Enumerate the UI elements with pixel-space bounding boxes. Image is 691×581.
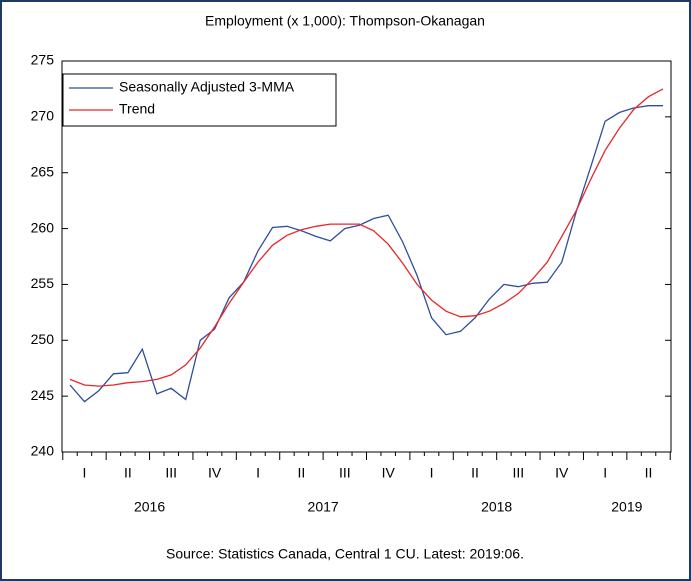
x-quarter-label: IV — [555, 465, 569, 481]
legend-box — [62, 73, 337, 127]
x-quarter-label: I — [603, 465, 607, 481]
y-tick-label: 260 — [31, 219, 55, 235]
x-quarter-label: III — [165, 465, 177, 481]
y-tick-label: 250 — [31, 331, 55, 347]
y-tick-label: 255 — [31, 275, 55, 291]
x-quarter-label: IV — [382, 465, 396, 481]
x-quarter-label: II — [471, 465, 479, 481]
x-quarter-label: II — [645, 465, 653, 481]
x-year-label: 2017 — [308, 499, 339, 515]
x-quarter-label: II — [124, 465, 132, 481]
x-quarter-label: I — [83, 465, 87, 481]
y-tick-label: 245 — [31, 387, 55, 403]
x-quarter-label: IV — [208, 465, 222, 481]
y-tick-label: 275 — [31, 52, 55, 68]
source-note: Source: Statistics Canada, Central 1 CU.… — [166, 546, 524, 562]
series-line — [69, 105, 663, 403]
y-tick-label: 270 — [31, 108, 55, 124]
legend-label: Trend — [119, 101, 155, 117]
x-year-label: 2016 — [134, 499, 165, 515]
x-year-label: 2019 — [611, 499, 642, 515]
x-year-label: 2018 — [481, 499, 512, 515]
legend-label: Seasonally Adjusted 3-MMA — [119, 79, 295, 95]
x-quarter-label: III — [339, 465, 351, 481]
x-quarter-label: III — [513, 465, 525, 481]
x-quarter-label: I — [430, 465, 434, 481]
chart-title: Employment (x 1,000): Thompson-Okanagan — [205, 13, 485, 29]
y-tick-label: 240 — [31, 443, 55, 459]
series-line — [69, 88, 664, 387]
y-tick-label: 265 — [31, 163, 55, 179]
x-quarter-label: I — [256, 465, 260, 481]
x-quarter-label: II — [298, 465, 306, 481]
